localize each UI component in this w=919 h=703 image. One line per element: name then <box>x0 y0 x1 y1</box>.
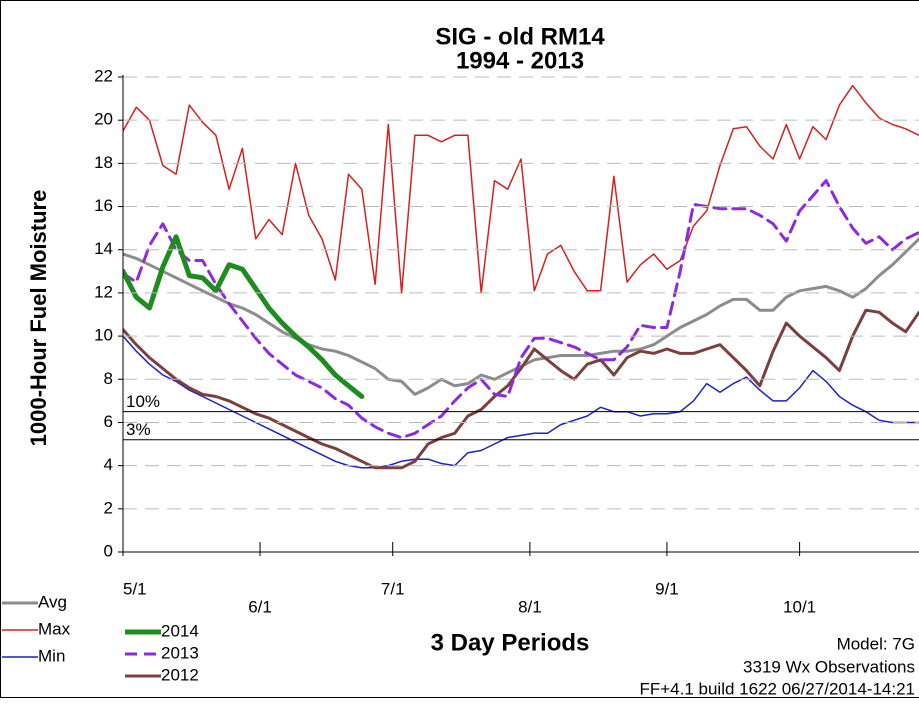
chart-title: SIG - old RM14 <box>435 23 605 50</box>
y-tick-label: 16 <box>94 196 113 215</box>
y-tick-label: 22 <box>94 66 113 85</box>
legend-label: Avg <box>38 592 67 611</box>
y-tick-label: 2 <box>104 498 113 517</box>
y-axis-label: 1000-Hour Fuel Moisture <box>26 190 51 447</box>
reference-label: 3% <box>126 420 151 439</box>
legend-label: 2014 <box>161 621 199 640</box>
y-tick-label: 8 <box>104 369 113 388</box>
legend-label: 2013 <box>161 643 199 662</box>
x-tick-label: 9/1 <box>655 579 679 598</box>
y-tick-label: 14 <box>94 239 113 258</box>
annotation: Model: 7G <box>837 634 915 653</box>
x-axis-label: 3 Day Periods <box>431 629 590 656</box>
legend-label: 2012 <box>161 665 199 684</box>
y-tick-label: 6 <box>104 412 113 431</box>
y-tick-label: 10 <box>94 326 113 345</box>
x-tick-label: 10/1 <box>783 597 816 616</box>
y-tick-label: 18 <box>94 153 113 172</box>
chart-subtitle: 1994 - 2013 <box>456 47 584 74</box>
x-tick-label: 6/1 <box>248 597 272 616</box>
reference-label: 10% <box>126 392 160 411</box>
annotation: FF+4.1 build 1622 06/27/2014-14:21 <box>639 679 915 698</box>
x-tick-label: 5/1 <box>123 579 147 598</box>
x-tick-label: 7/1 <box>381 579 405 598</box>
x-tick-label: 8/1 <box>518 597 542 616</box>
y-tick-label: 0 <box>104 541 113 560</box>
legend-label: Max <box>38 619 71 638</box>
y-tick-label: 20 <box>94 110 113 129</box>
y-tick-label: 4 <box>104 455 113 474</box>
legend-label: Min <box>38 646 65 665</box>
annotation: 3319 Wx Observations <box>743 657 915 676</box>
y-tick-label: 12 <box>94 282 113 301</box>
